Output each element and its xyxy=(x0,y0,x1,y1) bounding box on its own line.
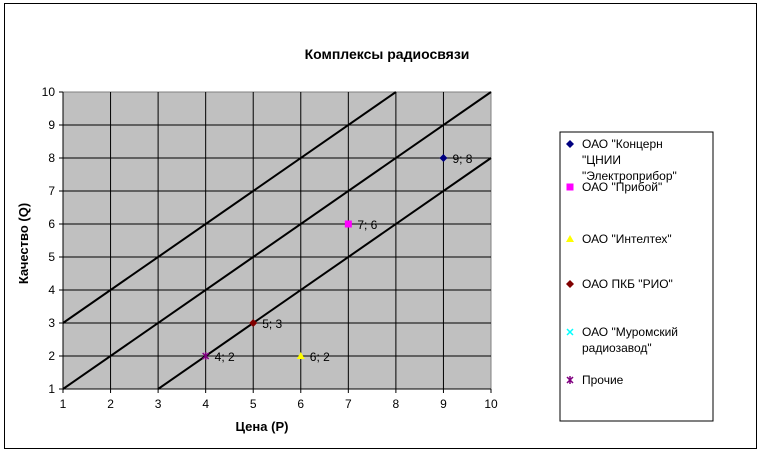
legend-marker[interactable] xyxy=(566,280,574,288)
legend-entry-text: "Электроприбор" xyxy=(582,169,677,183)
chart-svg: Комплексы радиосвязи 1 2 3 4 5 6 7 8 9 10 1 2 3 4 5 6 7 8 9… xyxy=(16,46,714,434)
x-tick-label: 4 xyxy=(202,397,209,411)
y-tick-label: 9 xyxy=(48,118,55,132)
data-point[interactable] xyxy=(344,220,352,228)
legend-box xyxy=(559,131,714,422)
y-tick-label: 6 xyxy=(48,217,55,231)
y-tick-label: 2 xyxy=(48,349,55,363)
legend-marker[interactable] xyxy=(566,235,574,242)
data-point[interactable] xyxy=(296,352,305,359)
x-tick-label: 6 xyxy=(297,397,304,411)
y-tick-label: 10 xyxy=(42,85,56,99)
data-label: 9; 8 xyxy=(452,152,472,166)
x-tick-label: 10 xyxy=(484,397,498,411)
x-tick-label: 2 xyxy=(107,397,114,411)
data-point[interactable] xyxy=(439,154,448,162)
reference-line xyxy=(62,91,397,324)
data-label: 6; 2 xyxy=(310,350,330,364)
y-tick-label: 8 xyxy=(48,151,55,165)
x-tick-label: 3 xyxy=(155,397,162,411)
legend-marker[interactable] xyxy=(566,376,574,384)
data-label: 7; 6 xyxy=(357,218,377,232)
legend-marker[interactable] xyxy=(566,140,574,148)
data-point[interactable] xyxy=(202,352,210,360)
legend-entry-text: ОАО ПКБ "РИО" xyxy=(582,277,673,291)
y-tick-label: 4 xyxy=(48,283,55,297)
chart-title: Комплексы радиосвязи xyxy=(305,46,470,62)
y-tick-label: 3 xyxy=(48,316,55,330)
y-tick-label: 7 xyxy=(48,184,55,198)
x-tick-label: 7 xyxy=(345,397,352,411)
reference-line xyxy=(157,157,492,390)
x-tick-label: 9 xyxy=(440,397,447,411)
x-tick-label: 1 xyxy=(60,397,67,411)
x-axis-title: Цена (Р) xyxy=(236,419,289,434)
reference-line xyxy=(62,91,492,390)
legend-entry-text: ОАО "Прибой" xyxy=(582,180,662,194)
y-axis-title: Качество (Q) xyxy=(16,203,31,284)
legend-entry-text: "ЦНИИ xyxy=(582,153,621,167)
legend-marker[interactable] xyxy=(566,183,574,191)
legend-entry-text: Прочие xyxy=(582,373,624,387)
y-tick-label: 1 xyxy=(48,382,55,396)
data-point[interactable] xyxy=(249,319,258,327)
data-label: 5; 3 xyxy=(262,317,282,331)
legend-entry-text: ОАО "Концерн xyxy=(582,137,663,151)
x-tick-label: 5 xyxy=(250,397,257,411)
legend-entry-text: радиозавод" xyxy=(582,341,652,355)
legend-entry-text: ОАО "Муромский xyxy=(582,325,678,339)
x-tick-label: 8 xyxy=(393,397,400,411)
legend-entry-text: ОАО "Интелтех" xyxy=(582,232,672,246)
data-label: 4; 2 xyxy=(215,350,235,364)
y-tick-label: 5 xyxy=(48,250,55,264)
chart-area[interactable]: Комплексы радиосвязи 1 2 3 4 5 6 7 8 9 10 1 2 3 4 5 6 7 8 9… xyxy=(4,3,757,449)
legend-marker[interactable] xyxy=(566,328,574,336)
